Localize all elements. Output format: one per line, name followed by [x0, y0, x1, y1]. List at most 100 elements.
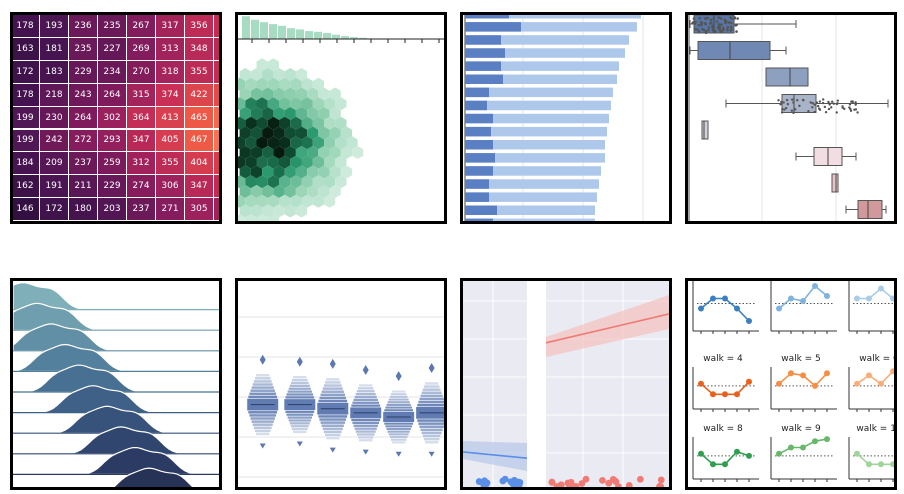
- hexbin-cell: [250, 204, 263, 218]
- marginal-bar: [359, 37, 367, 39]
- boxen-outlier: [259, 443, 266, 449]
- hexbin-cell: [312, 175, 324, 189]
- facet-line: [857, 287, 894, 301]
- bar-part: [465, 100, 487, 111]
- horizontal-bar-thumbnail[interactable]: [460, 12, 672, 224]
- strip-point: [817, 107, 821, 110]
- hexbin-cell: [262, 146, 274, 159]
- bar-total: [465, 35, 629, 45]
- hexbin-cell: [245, 97, 257, 111]
- hexbin-cell: [307, 107, 319, 120]
- heatmap-cell: 267: [127, 15, 156, 38]
- bar-total: [465, 87, 613, 98]
- hexbin-cell: [239, 107, 251, 120]
- hexbin-cell: [245, 136, 257, 150]
- regression-thumbnail[interactable]: [460, 278, 672, 490]
- heatmap-cell: 271: [156, 198, 185, 221]
- marginal-bar: [251, 19, 259, 39]
- heatmap-cell: 435: [214, 83, 219, 107]
- reg-point: [553, 483, 561, 487]
- hexbin-cell: [295, 68, 308, 81]
- facet-point: [824, 293, 830, 299]
- hexbin-cell: [295, 126, 308, 140]
- hexbin-cell: [284, 87, 296, 101]
- hexbin-cell: [267, 136, 279, 150]
- hexbin-cell: [335, 155, 347, 169]
- facet-line: [856, 453, 894, 466]
- hexbin-cell: [245, 175, 257, 189]
- facet-point: [812, 382, 818, 389]
- hexbin-cell: [256, 58, 268, 72]
- marginal-bar: [269, 24, 277, 39]
- strip-point: [730, 17, 734, 20]
- heatmap-cell: 259: [98, 152, 127, 176]
- marginal-bar: [332, 34, 340, 39]
- facet-point: [698, 450, 704, 457]
- strip-point: [792, 111, 795, 115]
- hexbin-cell: [346, 136, 358, 150]
- hexbin-cell: [238, 214, 246, 221]
- facet-point: [734, 391, 740, 398]
- facet-title: walk = 8: [703, 424, 743, 434]
- hexbin-cell: [273, 185, 285, 198]
- hexbin-cell: [284, 107, 296, 120]
- hexbin-cell: [284, 185, 296, 198]
- strip-point: [836, 99, 839, 102]
- hexbin-cell: [245, 214, 257, 221]
- bar-total: [465, 205, 595, 215]
- bar-part: [465, 15, 509, 19]
- strip-point: [854, 103, 857, 106]
- marginal-bar: [305, 31, 313, 39]
- facet-point: [878, 285, 884, 292]
- strip-point: [780, 100, 783, 104]
- heatmap-cell: 235: [98, 15, 127, 38]
- hexbin-cell: [318, 107, 330, 120]
- hexbin-cell: [245, 116, 257, 130]
- strip-point: [815, 101, 819, 104]
- hexbin-cell: [239, 185, 251, 198]
- facet-point: [776, 305, 782, 312]
- facet-point: [776, 380, 782, 387]
- strip-point: [718, 28, 721, 32]
- boxen-outlier: [428, 362, 435, 373]
- bar-part: [465, 205, 497, 215]
- heatmap-cell: 172: [40, 198, 69, 221]
- heatmap-cell: 315: [127, 83, 156, 107]
- boxplot-thumbnail[interactable]: [685, 12, 897, 224]
- heatmap-cell: 413: [156, 106, 185, 130]
- heatmap-cell: 467: [185, 129, 214, 153]
- hexbin-cell: [301, 194, 313, 208]
- strip-point: [811, 106, 814, 109]
- bar-total: [465, 126, 607, 137]
- heatmap-cell: 422: [185, 83, 214, 107]
- bar-part: [465, 22, 521, 32]
- facet-grid-thumbnail[interactable]: walk = 4 walk = 5 walk = 6 walk = 8 walk = 9…: [685, 278, 897, 490]
- heatmap-thumbnail[interactable]: 1781932362352673173563621631812352272693…: [10, 12, 222, 224]
- hexbin-thumbnail[interactable]: [235, 12, 447, 224]
- hexbin-cell: [295, 185, 308, 198]
- strip-point: [711, 29, 715, 32]
- hexbin-cell: [267, 194, 279, 208]
- hexbin-cell: [262, 107, 274, 120]
- strip-point: [784, 106, 788, 110]
- hexbin-cell: [329, 126, 341, 140]
- bar-part: [465, 218, 493, 221]
- hexbin-cell: [239, 165, 251, 179]
- hexbin-cell: [256, 136, 268, 150]
- facet-point: [866, 461, 872, 468]
- strip-point: [700, 21, 704, 25]
- hexbin-cell: [262, 185, 274, 198]
- heatmap-cell: 347: [127, 129, 156, 153]
- heatmap-cell: 274: [127, 175, 156, 199]
- ridgeline-thumbnail[interactable]: [10, 278, 222, 490]
- hexbin-cell: [307, 146, 319, 159]
- letter-value-thumbnail[interactable]: [235, 278, 447, 490]
- hexbin-cell: [250, 146, 263, 159]
- facet-point: [878, 380, 884, 387]
- heatmap-cell: 181: [40, 37, 69, 61]
- hexbin-cell: [335, 97, 347, 111]
- heatmap-cell: 236: [69, 15, 98, 38]
- ridge-area: [13, 323, 219, 352]
- heatmap-cell: 404: [214, 152, 219, 176]
- reg-ci-band: [463, 441, 527, 471]
